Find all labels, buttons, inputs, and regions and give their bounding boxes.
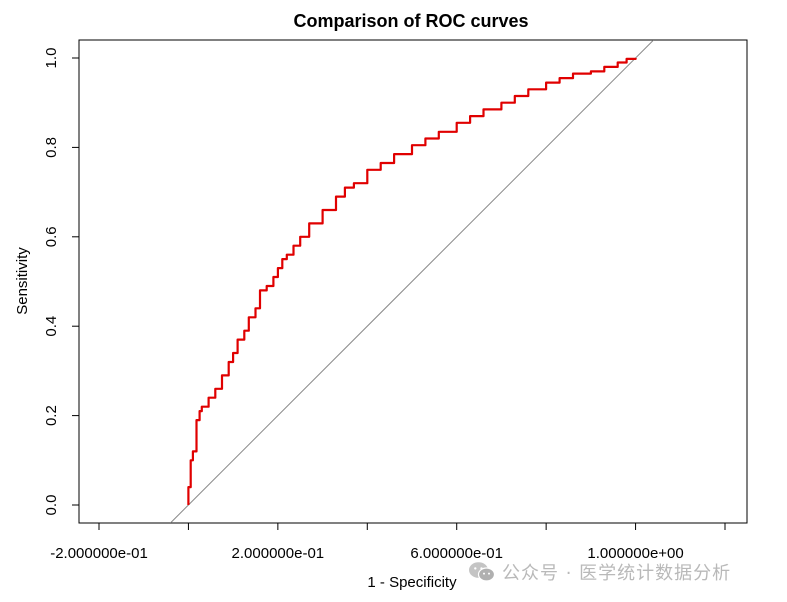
- roc-curve-line: [187, 57, 637, 505]
- y-tick-label: 1.0: [43, 48, 60, 69]
- reference-line-layer: [170, 40, 654, 523]
- y-axis-label: Sensitivity: [14, 247, 31, 315]
- x-tick-label: 6.000000e-01: [410, 545, 503, 562]
- y-axis: 0.0 0.2 0.4 0.6 0.8 1.0: [43, 48, 80, 516]
- y-tick-label: 0.2: [43, 405, 60, 426]
- x-tick-label: 2.000000e-01: [232, 545, 325, 562]
- wechat-icon: [469, 562, 496, 582]
- x-axis: -2.000000e-01 2.000000e-01 6.000000e-01 1.0…: [50, 522, 726, 562]
- chart-title: Comparison of ROC curves: [293, 11, 528, 31]
- x-tick-label: 1.000000e+00: [587, 545, 683, 562]
- watermark: 公众号 · 医学统计数据分析: [468, 559, 731, 585]
- reference-diagonal-line: [170, 40, 654, 523]
- y-tick-label: 0.6: [43, 226, 60, 247]
- y-tick-label: 0.4: [43, 316, 60, 337]
- x-tick-label: -2.000000e-01: [50, 545, 148, 562]
- y-tick-label: 0.0: [43, 495, 60, 516]
- watermark-text: 公众号 · 医学统计数据分析: [502, 563, 732, 584]
- series-layer: [187, 57, 637, 505]
- y-tick-label: 0.8: [43, 137, 60, 158]
- plot-frame: [78, 39, 748, 524]
- x-axis-label: 1 - Specificity: [367, 574, 457, 591]
